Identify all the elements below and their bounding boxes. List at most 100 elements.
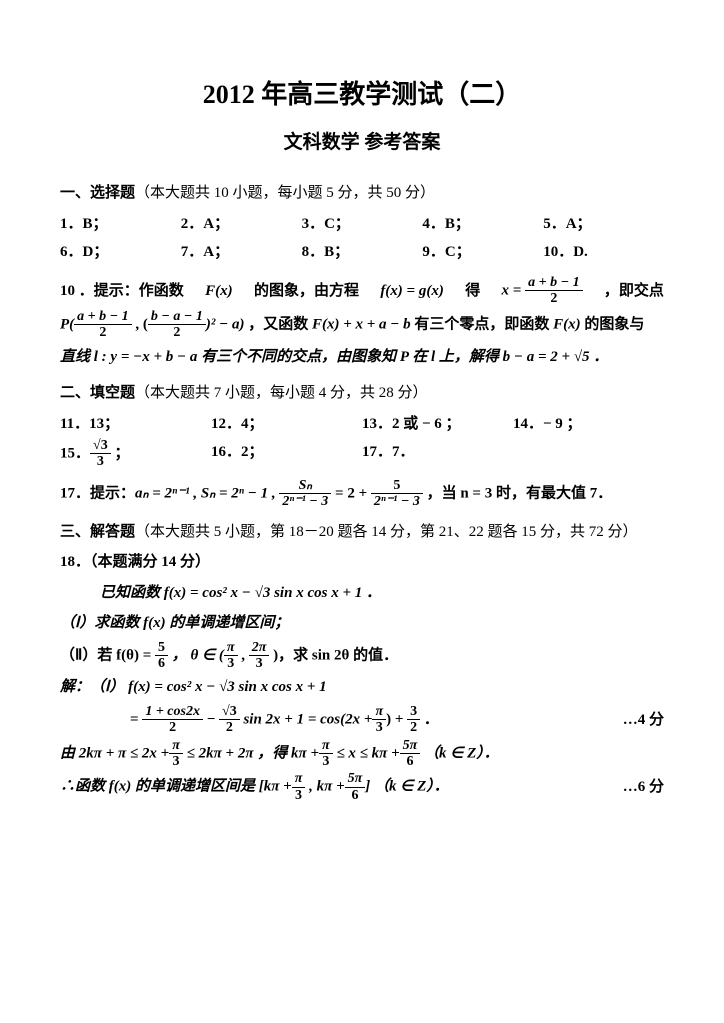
sol-l2b: − bbox=[203, 711, 215, 727]
frac-den: 6 bbox=[155, 656, 168, 671]
fill-answer: 12．4； bbox=[211, 410, 362, 439]
section2-desc: （本大题共 7 小题，每小题 4 分，共 28 分） bbox=[135, 385, 428, 401]
frac-den: 6 bbox=[400, 754, 421, 769]
q18-head: 18．（本题满分 14 分） bbox=[60, 548, 664, 577]
hint-fx2: F(x) + x + a − b bbox=[312, 316, 411, 332]
q17-hint: 17．提示：aₙ = 2ⁿ⁻¹ , Sₙ = 2ⁿ − 1 , Sₙ 2ⁿ⁻¹ … bbox=[60, 478, 664, 510]
fill-answer: 13．2 或 − 6 ； bbox=[362, 410, 513, 439]
solution-line2: = 1 + cos2x 2 − √3 2 sin 2x + 1 = cos(2x… bbox=[60, 704, 664, 736]
fraction: π 3 bbox=[169, 738, 183, 770]
hint-fxgx: f(x) = g(x) bbox=[380, 277, 444, 306]
hint-eq: = 2 + bbox=[331, 485, 367, 501]
fraction: 5π 6 bbox=[345, 771, 366, 803]
fraction: 5 6 bbox=[155, 640, 168, 672]
section1-header: 一、选择题（本大题共 10 小题，每小题 5 分，共 50 分） bbox=[60, 179, 664, 208]
fraction: 3 2 bbox=[407, 704, 420, 736]
frac-den: 2 bbox=[142, 720, 203, 735]
fraction: Sₙ 2ⁿ⁻¹ − 3 bbox=[279, 478, 331, 510]
hint-fx: F(x) bbox=[553, 316, 581, 332]
section2-header: 二、填空题（本大题共 7 小题，每小题 4 分，共 28 分） bbox=[60, 379, 664, 408]
mc-answer: 1．B； bbox=[60, 210, 181, 239]
hint-text: 有三个零点，即函数 bbox=[411, 316, 554, 332]
frac-num: 1 + cos2x bbox=[142, 704, 203, 720]
frac-num: π bbox=[372, 704, 386, 720]
mc-answer-row2: 6．D； 7．A； 8．B； 9．C； 10．D. bbox=[60, 238, 664, 267]
hint-body: aₙ = 2ⁿ⁻¹ , Sₙ = 2ⁿ − 1 , bbox=[135, 485, 276, 501]
mc-answer: 2．A； bbox=[181, 210, 302, 239]
fraction: π 3 bbox=[372, 704, 386, 736]
a15-tail: ； bbox=[111, 445, 130, 461]
fraction: b − a − 1 2 bbox=[148, 309, 206, 341]
frac-num: π bbox=[224, 640, 238, 656]
sol-l3c: ≤ x ≤ kπ + bbox=[333, 745, 400, 761]
fill-answer: 16．2； bbox=[211, 438, 362, 470]
hint-lead: 17．提示： bbox=[60, 485, 135, 501]
fraction: 5 2ⁿ⁻¹ − 3 bbox=[371, 478, 423, 510]
mc-answer: 6．D； bbox=[60, 238, 181, 267]
fraction: π 3 bbox=[224, 640, 238, 672]
page-title: 2012 年高三教学测试（二） bbox=[60, 70, 664, 119]
solution-line3: 由 2kπ + π ≤ 2x + π 3 ≤ 2kπ + 2π ，得 kπ + … bbox=[60, 738, 664, 770]
mc-answer-row1: 1．B； 2．A； 3．C； 4．B； 5．A； bbox=[60, 210, 664, 239]
q10-hint-line3: 直线 l : y = −x + b − a 有三个不同的交点，由图象知 P 在 … bbox=[60, 343, 664, 372]
frac-num: a + b − 1 bbox=[525, 275, 582, 291]
q18-part2: （Ⅱ）若 f(θ) = 5 6 ， θ ∈ ( π 3 , 2π 3 )，求 s… bbox=[60, 640, 664, 672]
q10-hint-line1: 10 ．提示：作函数 F(x) 的图象，由方程 f(x) = g(x) 得 x … bbox=[60, 275, 664, 307]
solution-lead: 解：（Ⅰ） f(x) = cos² x − √3 sin x cos x + 1 bbox=[60, 673, 664, 702]
frac-den: 2 bbox=[74, 325, 131, 340]
p2-c: , bbox=[238, 647, 246, 663]
sol-l4b: , kπ + bbox=[305, 779, 344, 795]
fill-answer: 11．13； bbox=[60, 410, 211, 439]
fraction: π 3 bbox=[319, 738, 333, 770]
sol-lead: 解：（Ⅰ） f(x) = cos² x − √3 sin x cos x + 1 bbox=[60, 679, 327, 695]
section1-desc: （本大题共 10 小题，每小题 5 分，共 50 分） bbox=[135, 185, 435, 201]
p2-a: （Ⅱ）若 f(θ) = bbox=[60, 647, 151, 663]
frac-num: 5π bbox=[400, 738, 421, 754]
frac-num: √3 bbox=[90, 438, 111, 454]
solution-line4: ∴函数 f(x) 的单调递增区间是 [kπ + π 3 , kπ + 5π 6 … bbox=[60, 771, 664, 803]
fraction: π 3 bbox=[292, 771, 306, 803]
q18-part1: （Ⅰ）求函数 f(x) 的单调递增区间； bbox=[60, 609, 664, 638]
frac-num: π bbox=[169, 738, 183, 754]
fill-answer: 14．− 9 ； bbox=[513, 410, 664, 439]
frac-den: 2 bbox=[407, 720, 420, 735]
hint-P: P( bbox=[60, 316, 74, 332]
q18-p1-text: （Ⅰ）求函数 f(x) 的单调递增区间； bbox=[60, 615, 289, 631]
hint-text: 的图象与 bbox=[581, 316, 645, 332]
score-mark-4: …4 分 bbox=[623, 706, 664, 735]
hint-text: 的图象，由方程 bbox=[254, 277, 359, 306]
section1-head: 一、选择题 bbox=[60, 185, 135, 201]
mc-answer: 8．B； bbox=[302, 238, 423, 267]
frac-den: 3 bbox=[224, 656, 238, 671]
fraction: √3 2 bbox=[219, 704, 240, 736]
section3-desc: （本大题共 5 小题，第 18－20 题各 14 分，第 21、22 题各 15… bbox=[135, 524, 638, 540]
q18-given: 已知函数 f(x) = cos² x − √3 sin x cos x + 1 … bbox=[60, 579, 664, 608]
mc-answer: 3．C； bbox=[302, 210, 423, 239]
sol-l2c: sin 2x + 1 = cos(2x + bbox=[240, 711, 373, 727]
frac-num: a + b − 1 bbox=[74, 309, 131, 325]
hint-sq: )² − a) bbox=[206, 316, 245, 332]
frac-den: 2ⁿ⁻¹ − 3 bbox=[371, 494, 423, 509]
mc-answer: 5．A； bbox=[543, 210, 664, 239]
mc-answer: 9．C； bbox=[422, 238, 543, 267]
frac-den: 3 bbox=[372, 720, 386, 735]
sol-l4c: ] （k ∈ Z）． bbox=[365, 779, 448, 795]
section3-head: 三、解答题 bbox=[60, 524, 135, 540]
hint-text: 10 ．提示：作函数 bbox=[60, 277, 184, 306]
frac-num: 5π bbox=[345, 771, 366, 787]
frac-num: b − a − 1 bbox=[148, 309, 206, 325]
score-mark-6: …6 分 bbox=[623, 773, 664, 802]
frac-num: 5 bbox=[371, 478, 423, 494]
p2-d: )，求 sin 2θ 的值． bbox=[269, 647, 398, 663]
p2-b: ， θ ∈ ( bbox=[168, 647, 224, 663]
sol-l2d: ) + bbox=[386, 711, 403, 727]
frac-den: 2 bbox=[525, 291, 582, 306]
frac-den: 3 bbox=[292, 788, 306, 803]
hint-xeq: x = bbox=[502, 282, 522, 298]
fraction: √3 3 bbox=[90, 438, 111, 470]
frac-den: 6 bbox=[345, 788, 366, 803]
hint-tail: ，当 n = 3 时，有最大值 7． bbox=[423, 485, 612, 501]
fraction: 5π 6 bbox=[400, 738, 421, 770]
sol-l3d: （k ∈ Z）． bbox=[420, 745, 498, 761]
sol-l4a: ∴函数 f(x) 的单调递增区间是 [kπ + bbox=[60, 779, 292, 795]
